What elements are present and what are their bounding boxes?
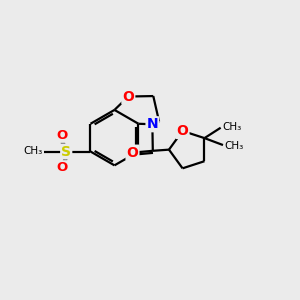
Text: O: O (56, 129, 68, 142)
Text: N: N (146, 117, 158, 131)
Text: CH₃: CH₃ (225, 141, 244, 151)
Text: CH₃: CH₃ (223, 122, 242, 132)
Text: O: O (122, 89, 134, 103)
Text: CH₃: CH₃ (23, 146, 42, 157)
Text: O: O (56, 161, 68, 174)
Text: O: O (177, 124, 188, 138)
Text: S: S (61, 145, 71, 158)
Text: O: O (127, 146, 138, 160)
